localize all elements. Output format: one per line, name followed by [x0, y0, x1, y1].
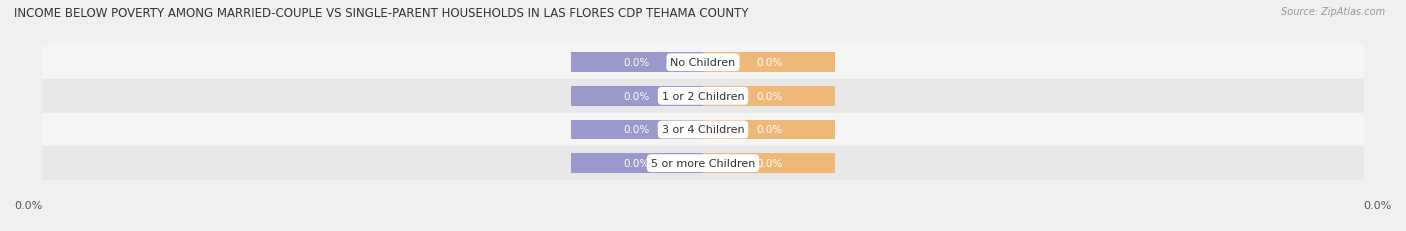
- Text: 0.0%: 0.0%: [624, 158, 650, 168]
- Bar: [42, 113, 1364, 147]
- Bar: [571, 154, 703, 173]
- Bar: [703, 120, 835, 140]
- Bar: [703, 87, 835, 106]
- Bar: [42, 80, 1364, 113]
- Bar: [571, 87, 703, 106]
- Text: No Children: No Children: [671, 58, 735, 68]
- Bar: [703, 53, 835, 73]
- Bar: [571, 53, 703, 73]
- Text: 0.0%: 0.0%: [756, 58, 782, 68]
- Text: 0.0%: 0.0%: [14, 200, 42, 210]
- Text: INCOME BELOW POVERTY AMONG MARRIED-COUPLE VS SINGLE-PARENT HOUSEHOLDS IN LAS FLO: INCOME BELOW POVERTY AMONG MARRIED-COUPL…: [14, 7, 748, 20]
- Bar: [703, 154, 835, 173]
- Text: 0.0%: 0.0%: [624, 91, 650, 101]
- Text: 0.0%: 0.0%: [624, 125, 650, 135]
- Text: 0.0%: 0.0%: [756, 158, 782, 168]
- Bar: [42, 147, 1364, 180]
- Text: 0.0%: 0.0%: [756, 91, 782, 101]
- Bar: [571, 120, 703, 140]
- Text: 5 or more Children: 5 or more Children: [651, 158, 755, 168]
- Bar: [42, 46, 1364, 80]
- Text: Source: ZipAtlas.com: Source: ZipAtlas.com: [1281, 7, 1385, 17]
- Text: 0.0%: 0.0%: [1364, 200, 1392, 210]
- Text: 0.0%: 0.0%: [756, 125, 782, 135]
- Text: 1 or 2 Children: 1 or 2 Children: [662, 91, 744, 101]
- Text: 0.0%: 0.0%: [624, 58, 650, 68]
- Text: 3 or 4 Children: 3 or 4 Children: [662, 125, 744, 135]
